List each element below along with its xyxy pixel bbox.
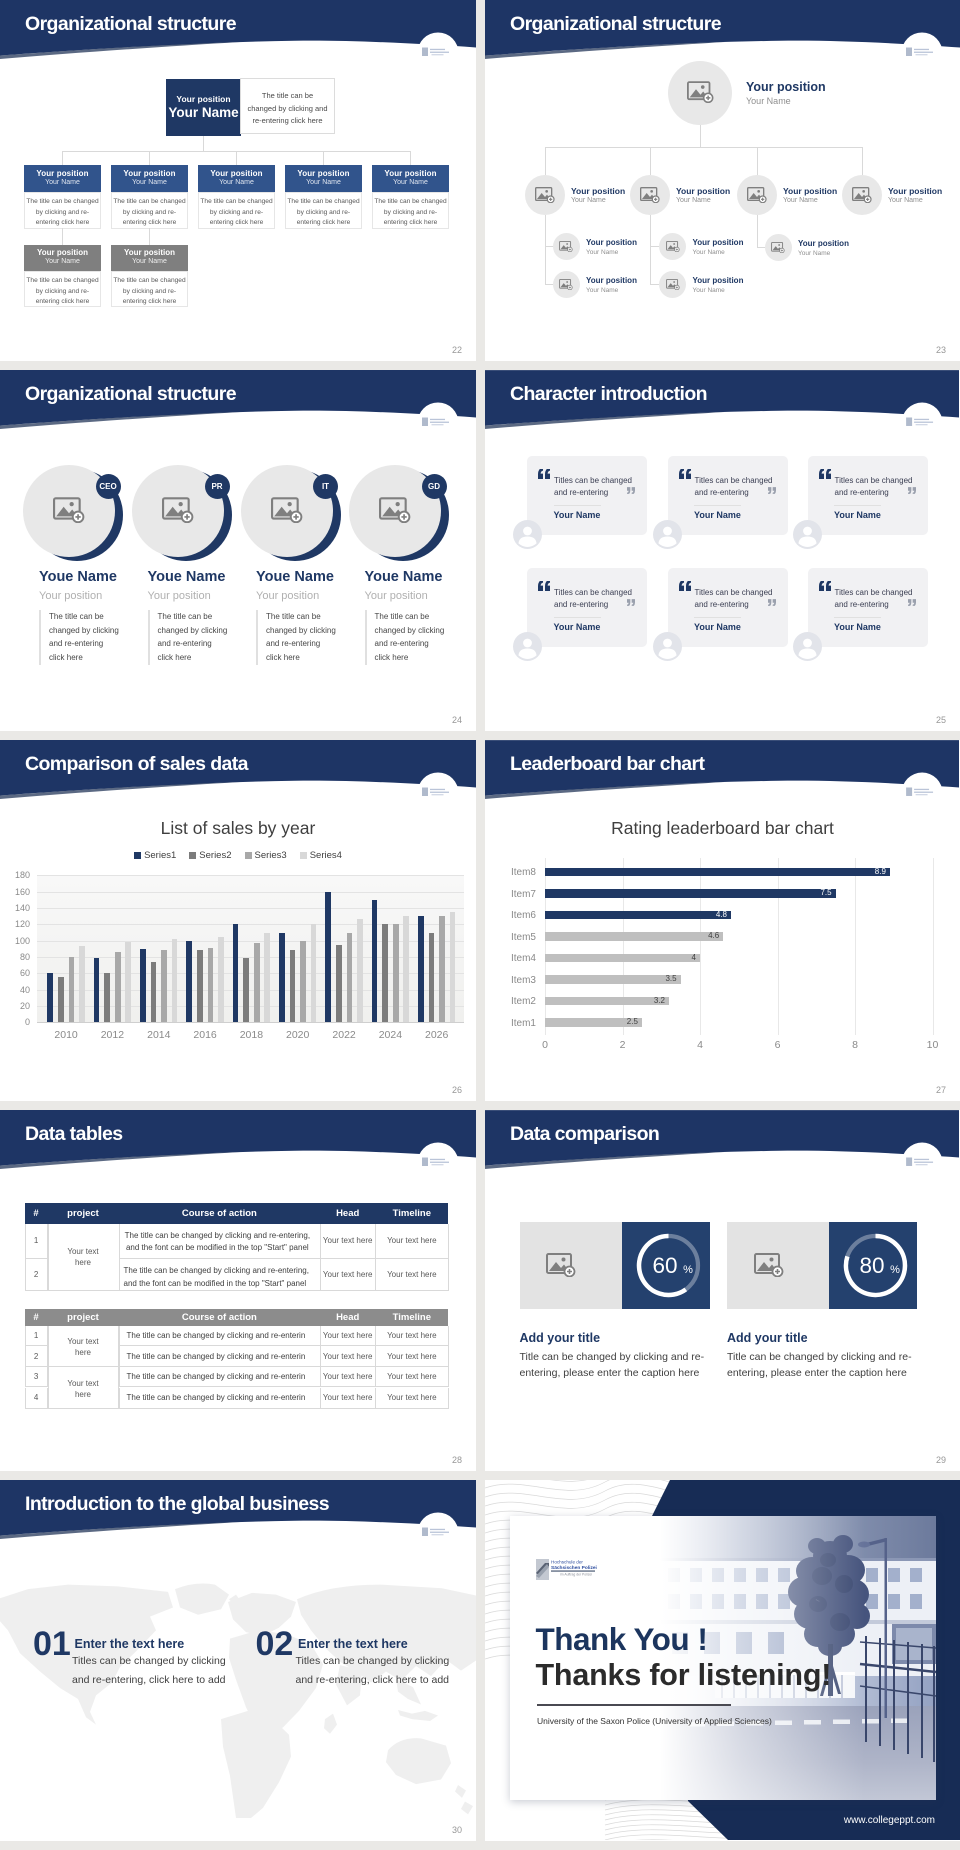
svg-text:im Auftrag der Polizei: im Auftrag der Polizei — [560, 1573, 592, 1577]
svg-text:60: 60 — [652, 1253, 677, 1278]
svg-text:Sächsischen Polizei (FH): Sächsischen Polizei (FH) — [551, 1565, 598, 1571]
svg-text:Hochschule der: Hochschule der — [551, 1560, 583, 1565]
svg-text:%: % — [683, 1264, 693, 1276]
svg-text:%: % — [890, 1264, 900, 1276]
svg-text:80: 80 — [859, 1253, 884, 1278]
